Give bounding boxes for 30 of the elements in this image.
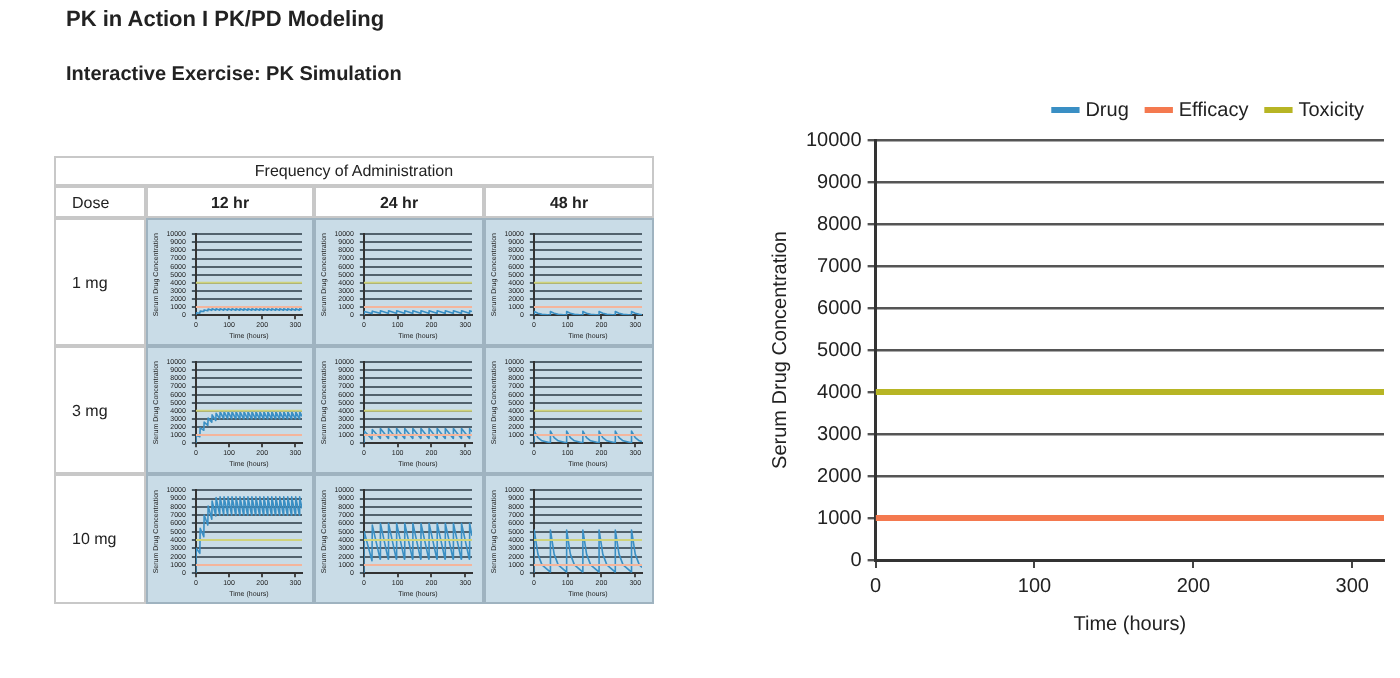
y-tick-label: 4000 [817, 381, 863, 404]
y-axis-title: Serum Drug Concentration [769, 231, 792, 469]
y-tick-label: 0 [850, 549, 863, 572]
text: 10 mg [54, 474, 146, 604]
y-tick-label: 1000 [817, 507, 863, 530]
text: 1 mg [54, 218, 146, 346]
text: Dose [54, 186, 146, 218]
text: 48 hr [484, 186, 654, 218]
text: Interactive Exercise: PK Simulation [66, 64, 404, 90]
text: 3 mg [54, 346, 146, 474]
y-tick-label: 2000 [817, 465, 863, 488]
text: PK in Action I PK/PD Modeling [66, 8, 387, 36]
y-tick-label: 7000 [817, 255, 863, 278]
text: 24 hr [314, 186, 484, 218]
text: 12 hr [146, 186, 314, 218]
y-tick-label: 5000 [817, 339, 863, 362]
y-tick-label: 3000 [817, 423, 863, 446]
y-tick-label: 8000 [817, 213, 863, 236]
x-axis-title: Time (hours) [1073, 613, 1187, 636]
legend-label: Toxicity [1298, 99, 1365, 122]
x-tick-label: 300 [1335, 575, 1370, 598]
text: Frequency of Administration [54, 156, 654, 186]
x-tick-label: 0 [870, 575, 883, 598]
y-tick-label: 6000 [817, 297, 863, 320]
x-tick-label: 200 [1176, 575, 1211, 598]
legend-label: Efficacy [1178, 99, 1249, 122]
legend-label: Drug [1085, 99, 1129, 122]
x-tick-label: 100 [1017, 575, 1053, 598]
y-tick-label: 10000 [805, 129, 863, 152]
y-tick-label: 9000 [817, 171, 863, 194]
